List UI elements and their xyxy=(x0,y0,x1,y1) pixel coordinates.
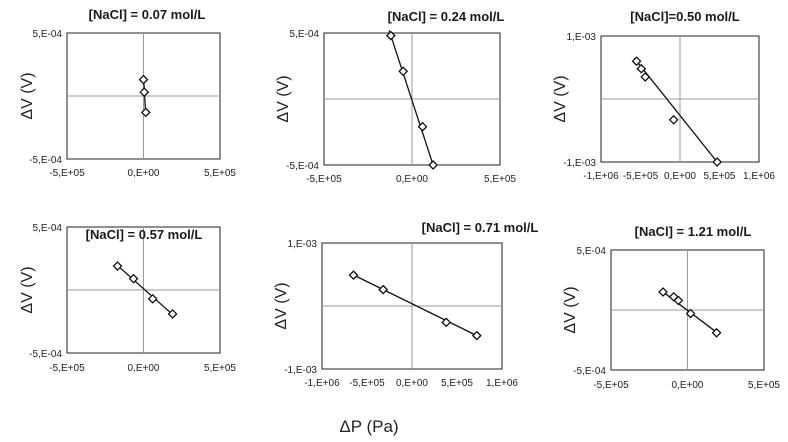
x-tick-label: 5,E+05 xyxy=(441,378,473,389)
x-tick-label: -5,E+05 xyxy=(306,174,342,185)
x-tick-label: 5,E+05 xyxy=(748,380,780,391)
x-tick-label: -5,E+05 xyxy=(623,171,659,182)
data-point-marker xyxy=(636,63,647,74)
data-point-marker xyxy=(441,317,452,328)
data-point-marker xyxy=(112,261,123,271)
chart-panel-1: [NaCl] = 0.07 mol/L 5,E-04 -5,E-04 -5,E+05 0… xyxy=(19,7,236,179)
chart-panel-3: [NaCl]=0.50 mol/L 1,E-03 -1,E-03 -1,E+06 -5,… xyxy=(552,9,775,182)
data-point-marker xyxy=(167,309,178,319)
data-point-marker xyxy=(398,66,409,77)
x-tick-label: -5,E+05 xyxy=(593,380,629,391)
data-point-marker xyxy=(640,72,651,82)
data-point-marker xyxy=(348,270,359,281)
data-point-marker xyxy=(128,273,139,284)
chart-panel-2: [NaCl] = 0.24 mol/L 5,E-04 -5,E-04 -5,E+05 0… xyxy=(275,9,516,185)
data-point-marker xyxy=(378,284,389,295)
x-tick-label: -1,E+06 xyxy=(304,378,340,389)
x-tick-label: 5,E+05 xyxy=(484,174,516,185)
x-tick-label: 0,E+00 xyxy=(396,174,428,185)
data-point-marker xyxy=(631,56,642,67)
data-point-marker xyxy=(712,157,723,167)
chart-title: [NaCl] = 0.57 mol/L xyxy=(86,227,203,242)
y-tick-label: -5,E-04 xyxy=(573,366,606,377)
y-tick-label: 5,E-04 xyxy=(33,29,63,40)
y-tick-label: 1,E-03 xyxy=(288,239,318,250)
x-tick-label: 0,E+00 xyxy=(672,380,704,391)
data-point-marker xyxy=(673,295,684,306)
fit-line xyxy=(116,264,174,316)
y-axis-label: ΔV (V) xyxy=(275,75,292,122)
x-tick-label: -1,E+06 xyxy=(583,171,619,182)
data-point-marker xyxy=(658,287,668,297)
y-tick-label: -1,E-03 xyxy=(563,158,596,169)
x-tick-label: 5,E+05 xyxy=(204,363,236,374)
x-tick-label: 1,E+06 xyxy=(486,378,518,389)
chart-title: [NaCl] = 1.21 mol/L xyxy=(635,224,752,239)
x-tick-label: 0,E+00 xyxy=(128,363,160,374)
y-axis-label: ΔV (V) xyxy=(552,75,569,122)
x-tick-label: 1,E+06 xyxy=(743,171,775,182)
x-tick-label: 5,E+05 xyxy=(204,168,236,179)
y-tick-label: -5,E-04 xyxy=(29,155,62,166)
y-axis-label: ΔV (V) xyxy=(273,282,290,329)
y-axis-label: ΔV (V) xyxy=(562,286,579,333)
data-point-marker xyxy=(668,114,679,125)
data-point-marker xyxy=(140,107,151,118)
y-tick-label: -5,E-04 xyxy=(286,161,319,172)
data-point-marker xyxy=(685,308,696,319)
y-tick-label: 5,E-04 xyxy=(290,29,320,40)
x-tick-label: 0,E+00 xyxy=(664,171,696,182)
x-tick-label: -5,E+05 xyxy=(49,168,85,179)
y-axis-label: ΔV (V) xyxy=(19,266,36,313)
y-axis-label: ΔV (V) xyxy=(19,72,36,119)
data-point-marker xyxy=(428,160,439,170)
chart-title: [NaCl] = 0.71 mol/L xyxy=(422,220,539,235)
y-tick-label: 5,E-04 xyxy=(577,246,607,257)
data-point-marker xyxy=(471,330,482,341)
x-tick-label: -5,E+05 xyxy=(49,363,85,374)
data-point-marker xyxy=(711,327,722,338)
chart-panel-5: [NaCl] = 0.71 mol/L 1,E-03 -1,E-03 -1,E+06-… xyxy=(273,220,538,389)
chart-title: [NaCl] = 0.24 mol/L xyxy=(388,9,505,24)
data-point-marker xyxy=(147,293,158,304)
data-point-marker xyxy=(385,30,396,41)
chart-title: [NaCl] = 0.07 mol/L xyxy=(89,7,206,22)
x-tick-label: 0,E+00 xyxy=(396,378,428,389)
x-axis-label: ΔP (Pa) xyxy=(339,417,398,436)
y-tick-label: -1,E-03 xyxy=(284,365,317,376)
fit-line xyxy=(352,273,478,337)
data-point-marker xyxy=(139,87,150,98)
fit-line xyxy=(388,30,435,168)
chart-panel-6: [NaCl] = 1.21 mol/L 5,E-04 -5,E-04 -5,E+05 0… xyxy=(562,224,780,391)
chart-title: [NaCl]=0.50 mol/L xyxy=(630,9,740,24)
y-tick-label: 5,E-04 xyxy=(33,223,63,234)
data-point-marker xyxy=(138,74,149,85)
x-tick-label: 5,E+05 xyxy=(704,171,736,182)
y-tick-label: -5,E-04 xyxy=(29,349,62,360)
x-tick-label: 0,E+00 xyxy=(128,168,160,179)
data-point-marker xyxy=(417,121,428,132)
y-tick-label: 1,E-03 xyxy=(567,32,597,43)
chart-panel-4: [NaCl] = 0.57 mol/L 5,E-04 -5,E-04 -5,E+05 0… xyxy=(19,223,236,374)
x-tick-label: -5,E+05 xyxy=(349,378,385,389)
